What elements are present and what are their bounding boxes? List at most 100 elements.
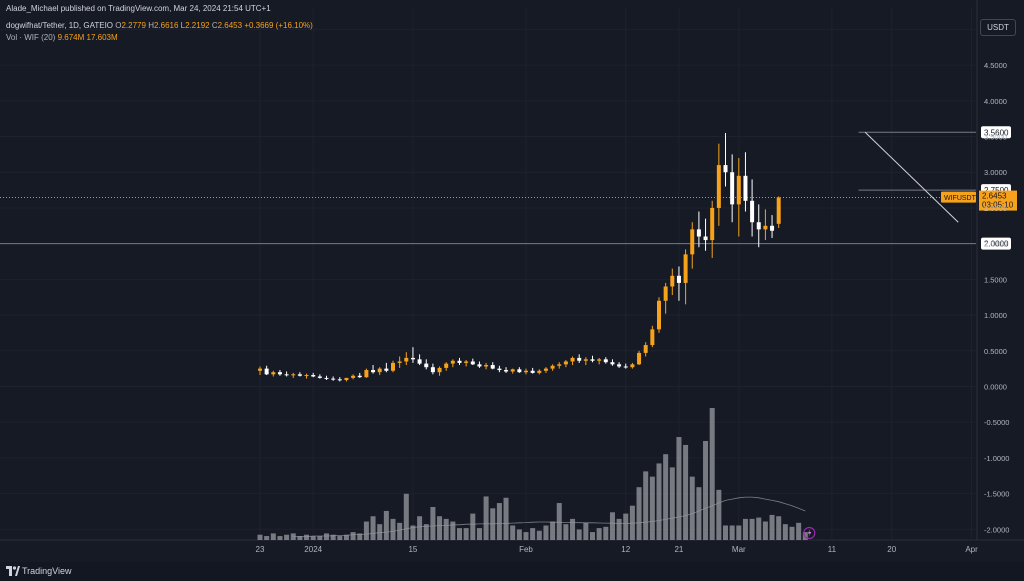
candle bbox=[510, 368, 515, 374]
volume-bar bbox=[430, 507, 436, 540]
candle bbox=[258, 366, 262, 376]
volume-bar bbox=[317, 536, 323, 540]
candle bbox=[490, 362, 495, 370]
volume-bar bbox=[470, 513, 476, 540]
volume-bar bbox=[377, 524, 383, 540]
low-label: L bbox=[180, 21, 186, 30]
candle bbox=[670, 268, 675, 296]
candle-body bbox=[450, 360, 455, 364]
candle bbox=[617, 362, 622, 368]
candle-body bbox=[410, 357, 415, 360]
candle bbox=[517, 367, 522, 373]
volume-bar bbox=[550, 521, 556, 540]
candle-body bbox=[743, 175, 748, 201]
volume-pane bbox=[257, 408, 816, 540]
candle-body bbox=[590, 359, 595, 361]
volume-bar bbox=[762, 521, 768, 540]
volume-bar bbox=[363, 521, 369, 540]
candle bbox=[271, 370, 276, 377]
candle bbox=[643, 342, 648, 357]
candle bbox=[676, 266, 681, 301]
footer-bar: TradingView bbox=[0, 562, 1024, 581]
candle bbox=[543, 367, 548, 373]
low-value: 2.2192 bbox=[185, 21, 210, 30]
candle-body bbox=[703, 236, 708, 241]
candle bbox=[324, 375, 329, 381]
candle bbox=[763, 209, 768, 241]
currency-button[interactable]: USDT bbox=[980, 19, 1016, 36]
volume-bar bbox=[590, 532, 595, 540]
candle-body bbox=[537, 370, 542, 373]
time-axis: 23202415Feb1221Mar1120Apr15 bbox=[256, 545, 979, 554]
footer-brand: TradingView bbox=[22, 566, 72, 576]
high-value: 2.6616 bbox=[153, 21, 179, 30]
level-label-text: 2.0000 bbox=[984, 240, 1009, 249]
volume-bar bbox=[403, 493, 409, 540]
price-label-bg bbox=[979, 190, 1017, 211]
volume-bar bbox=[270, 533, 276, 540]
level-label-bg bbox=[981, 237, 1011, 250]
volume-bar bbox=[623, 513, 629, 540]
volume-bar bbox=[337, 536, 343, 540]
price-tick-label: 3.5000 bbox=[984, 133, 1007, 142]
candle bbox=[384, 362, 389, 373]
candle bbox=[291, 372, 296, 378]
volume-bar bbox=[516, 529, 522, 540]
candle bbox=[623, 363, 628, 369]
candle bbox=[610, 359, 615, 366]
candle bbox=[577, 354, 582, 363]
candle-body bbox=[637, 352, 642, 365]
candle-body bbox=[550, 365, 555, 369]
volume-bar bbox=[609, 512, 615, 540]
volume-bar bbox=[443, 518, 449, 540]
high-label: H bbox=[148, 21, 154, 30]
candle bbox=[351, 374, 356, 380]
price-tick-label: -1.0000 bbox=[984, 454, 1009, 463]
candle-body bbox=[397, 361, 402, 363]
volume-bar bbox=[510, 525, 516, 540]
volume-bar bbox=[570, 518, 576, 540]
candle bbox=[663, 282, 668, 314]
candle-body bbox=[756, 222, 761, 230]
volume-bar bbox=[603, 526, 609, 540]
candle-body bbox=[417, 359, 422, 364]
candle bbox=[570, 356, 575, 366]
volume-bar bbox=[304, 534, 310, 540]
candle bbox=[331, 376, 336, 381]
volume-bar bbox=[616, 518, 622, 540]
candle-body bbox=[297, 374, 302, 376]
candle-body bbox=[517, 369, 522, 373]
tradingview-logo-icon[interactable] bbox=[6, 566, 20, 576]
candle bbox=[297, 372, 302, 377]
trendline-layer bbox=[864, 131, 959, 223]
price-tick-label: 4.0000 bbox=[984, 97, 1007, 106]
volume-bar bbox=[796, 522, 802, 540]
volume-label[interactable]: Vol · WIF (20) bbox=[6, 33, 56, 42]
volume-bar bbox=[576, 529, 582, 540]
candle-body bbox=[770, 225, 775, 231]
candle-body bbox=[470, 361, 475, 365]
volume-bar bbox=[583, 522, 589, 540]
candle bbox=[650, 325, 655, 348]
price-tick-label: 0.5000 bbox=[984, 347, 1007, 356]
volume-bar bbox=[663, 454, 669, 540]
volume-bar bbox=[776, 516, 782, 540]
price-tick-label: 1.0000 bbox=[984, 311, 1007, 320]
candle bbox=[770, 215, 775, 238]
volume-bar bbox=[383, 510, 389, 540]
candle-body bbox=[351, 375, 356, 378]
time-tick-label: Apr bbox=[965, 545, 978, 554]
volume-bar bbox=[703, 441, 709, 540]
volume-bar bbox=[324, 533, 329, 540]
candle-body bbox=[277, 372, 282, 375]
candle bbox=[424, 359, 429, 370]
symbol-title[interactable]: dogwifhat/Tether, 1D, GATEIO bbox=[6, 21, 114, 30]
candle bbox=[311, 372, 316, 378]
volume-bar bbox=[689, 476, 695, 540]
candle-body bbox=[404, 357, 409, 362]
candle-body bbox=[444, 363, 449, 368]
candle bbox=[344, 377, 349, 382]
change-value: +0.3669 (+16.10%) bbox=[244, 21, 313, 30]
price-tick-label: 1.5000 bbox=[984, 275, 1007, 284]
